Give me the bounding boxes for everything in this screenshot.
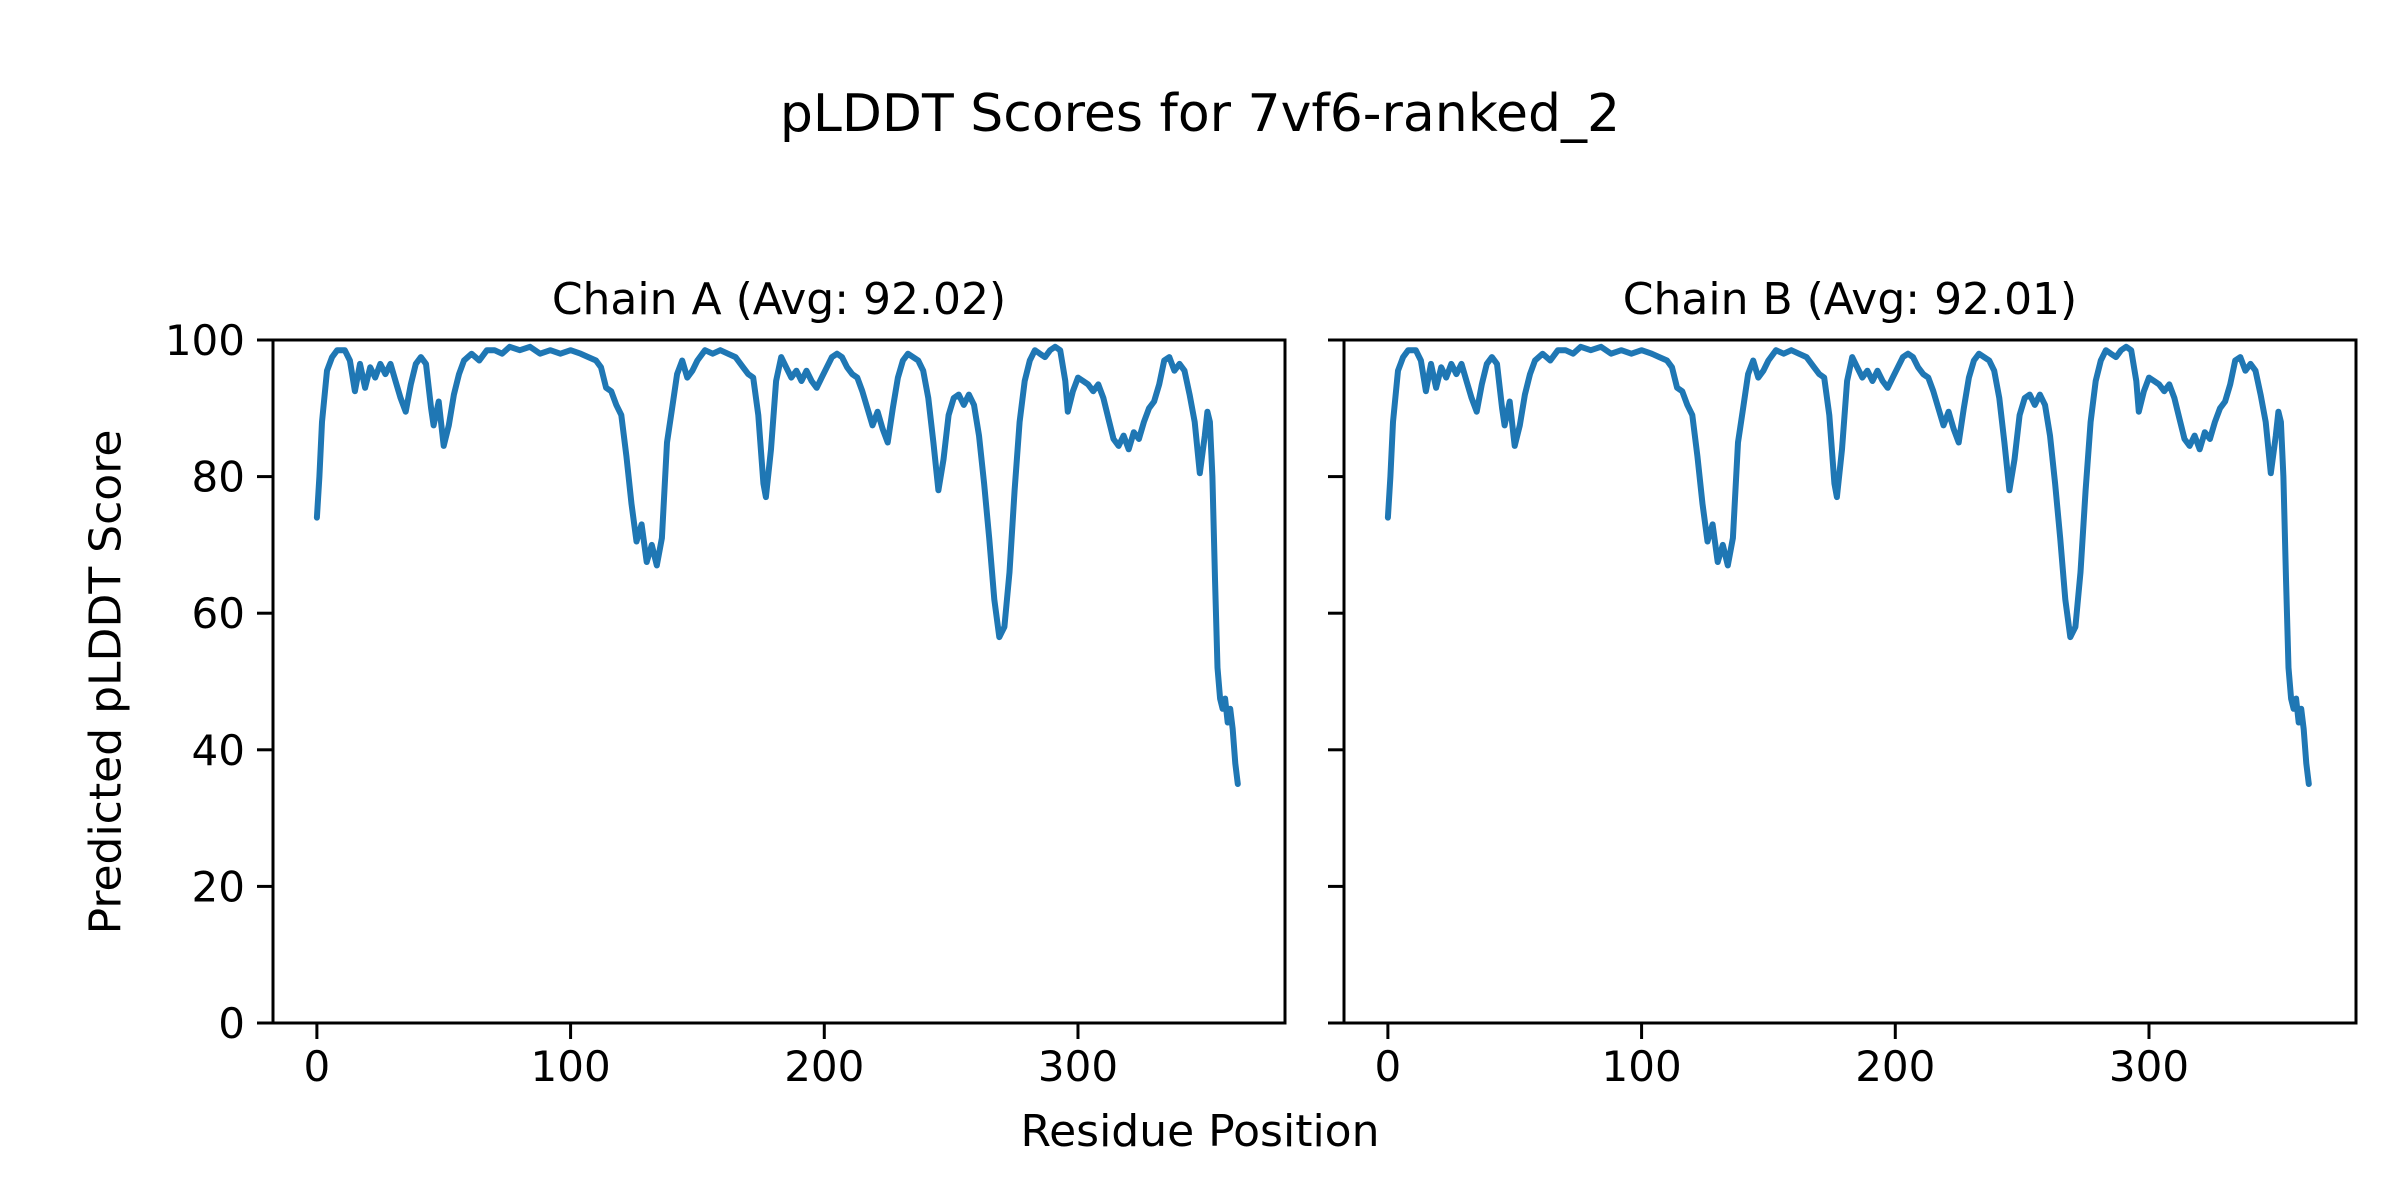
x-tick-label: 300 (2109, 1042, 2189, 1091)
subplot-title-chain-a: Chain A (Avg: 92.02) (551, 274, 1007, 325)
y-tick-label: 100 (165, 316, 245, 365)
axes-frame (1342, 338, 2358, 1025)
figure-title: pLDDT Scores for 7vf6-ranked_2 (779, 84, 1621, 144)
x-tick-label: 200 (1855, 1042, 1935, 1091)
plddt-line-chain-a (313, 343, 1241, 787)
subplot-title-chain-b: Chain B (Avg: 92.01) (1622, 274, 2078, 325)
plddt-line-chain-b (1384, 343, 2312, 787)
x-axis-label: Residue Position (1020, 1106, 1380, 1157)
y-tick-label: 0 (218, 999, 245, 1048)
x-tick-label: 0 (1375, 1042, 1402, 1091)
y-tick-label: 20 (192, 862, 245, 911)
y-tick-label: 60 (192, 589, 245, 638)
x-tick-label: 100 (1602, 1042, 1682, 1091)
x-tick-label: 200 (784, 1042, 864, 1091)
x-tick-label: 0 (304, 1042, 331, 1091)
x-tick-label: 100 (531, 1042, 611, 1091)
x-tick-label: 300 (1038, 1042, 1118, 1091)
y-tick-label: 80 (192, 453, 245, 502)
axes-frame (271, 338, 1287, 1025)
y-tick-label: 40 (192, 726, 245, 775)
